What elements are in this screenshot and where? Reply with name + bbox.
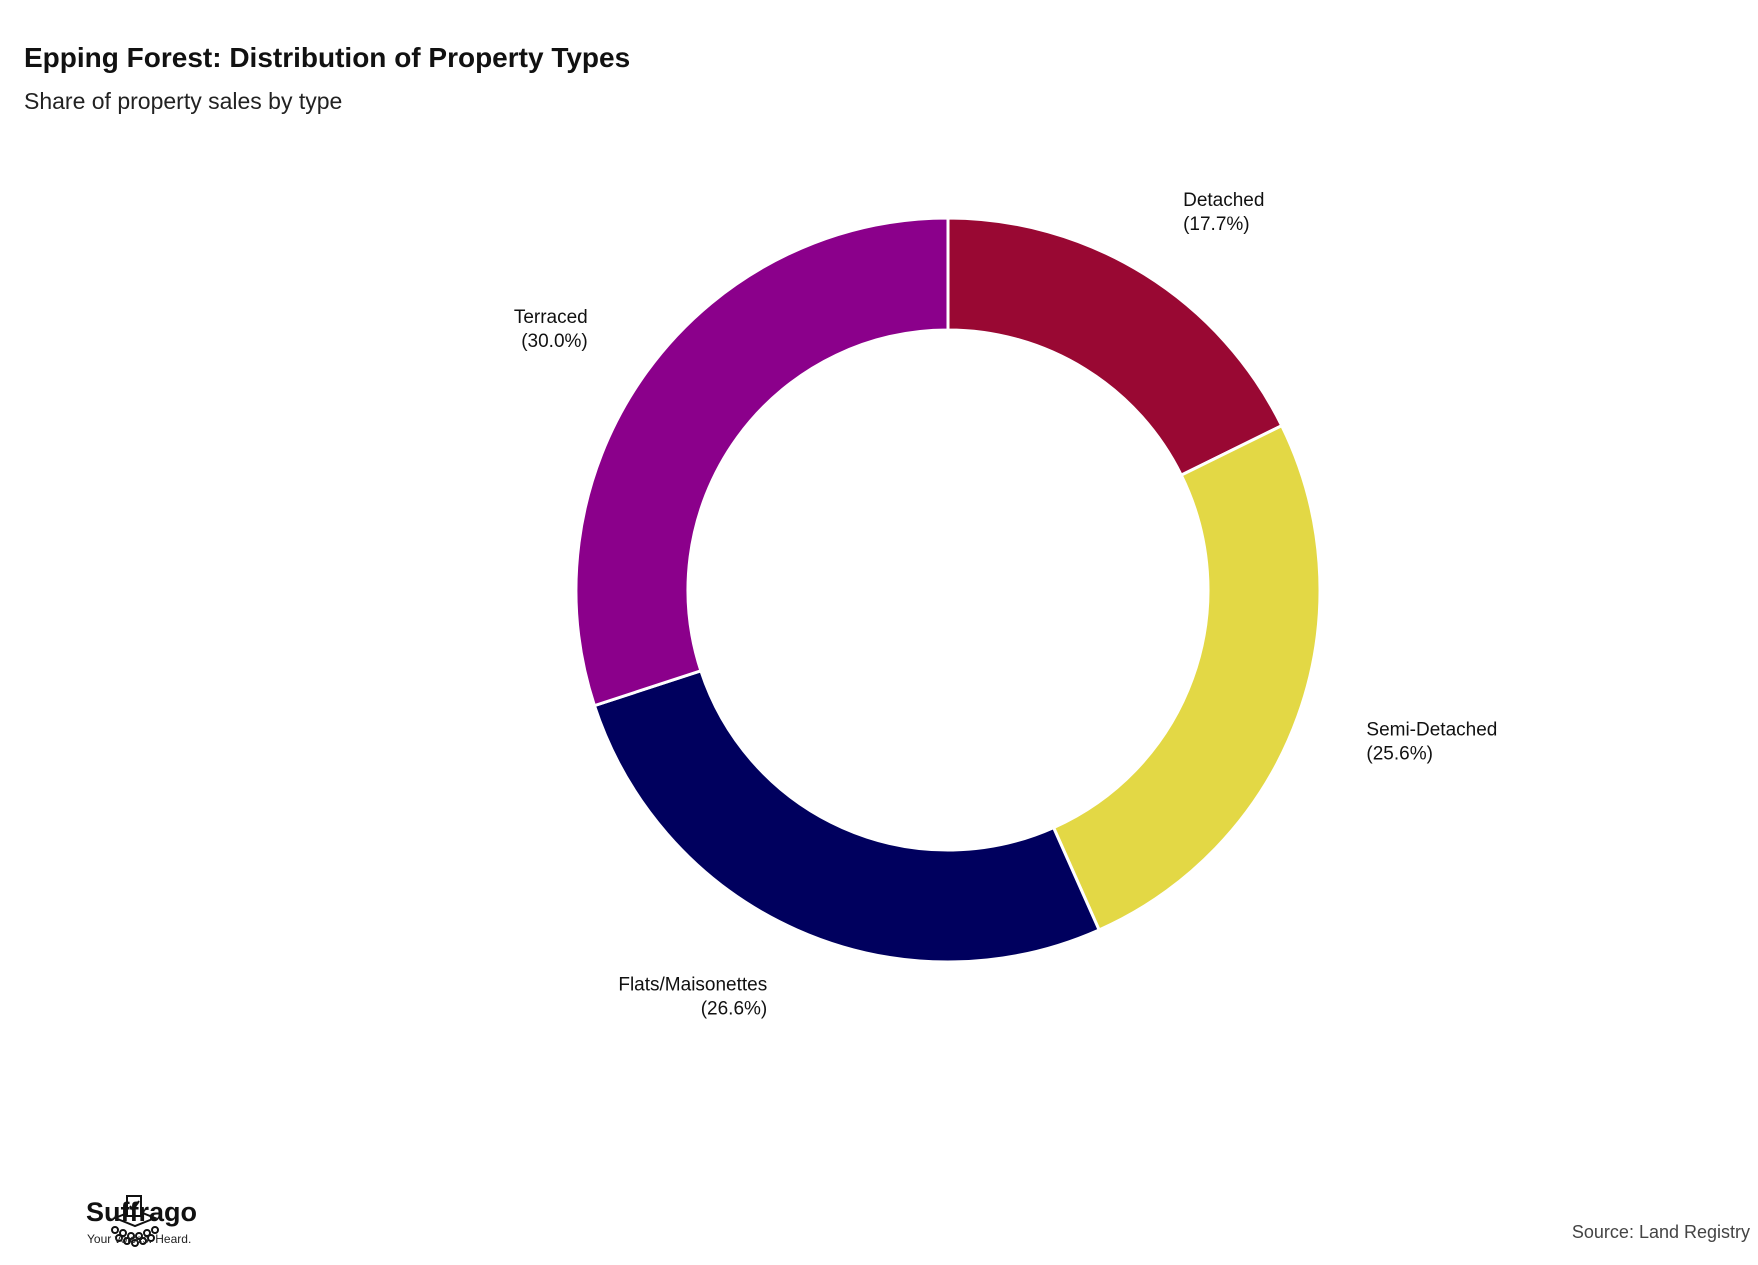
slice-semi-detached — [1051, 423, 1322, 932]
slice-flats-maisonettes — [592, 668, 1102, 964]
slice-detached — [946, 216, 1284, 478]
slice-label: Detached — [1183, 190, 1264, 211]
slice-value-label: (26.6%) — [701, 999, 768, 1020]
chart-subtitle: Share of property sales by type — [24, 88, 343, 114]
slice-label: Flats/Maisonettes — [618, 975, 767, 996]
slice-value-label: (30.0%) — [521, 331, 588, 352]
slice-terraced — [574, 216, 950, 708]
brand-name: Suffrago — [86, 1197, 197, 1227]
slice-label: Semi-Detached — [1366, 720, 1497, 741]
slice-value-label: (17.7%) — [1183, 214, 1250, 235]
source-note: Source: Land Registry — [1571, 1222, 1750, 1242]
slice-label: Terraced — [514, 307, 588, 328]
ballot-box-icon — [111, 1195, 159, 1247]
brand-tagline: Your voices. Heard. — [87, 1232, 192, 1246]
slice-value-label: (25.6%) — [1366, 744, 1433, 765]
chart-title: Epping Forest: Distribution of Property … — [24, 42, 631, 73]
